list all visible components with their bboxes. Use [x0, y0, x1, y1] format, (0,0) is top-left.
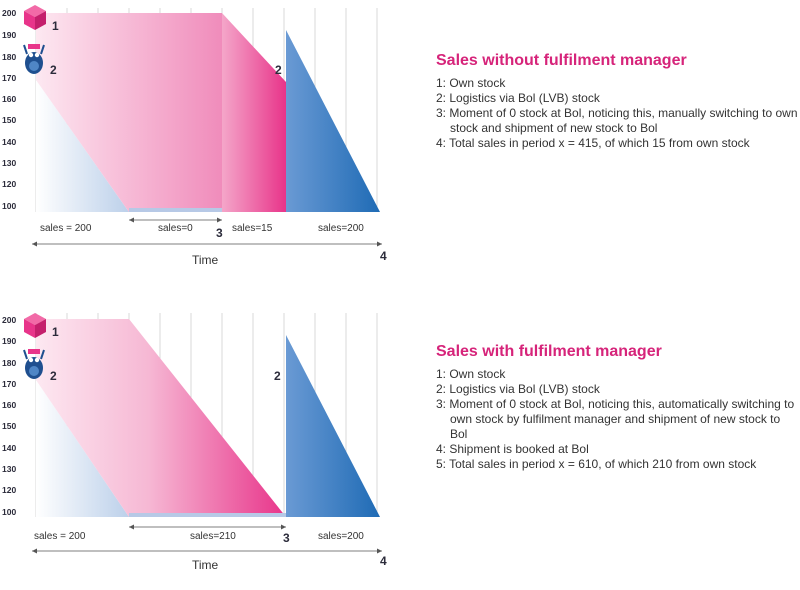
y-tick: 130: [2, 464, 16, 474]
blue-mascot-icon: [23, 44, 45, 74]
legend-item: 3: Moment of 0 stock at Bol, noticing th…: [436, 106, 798, 135]
arrow-head: [377, 241, 382, 247]
sales-label: sales=0: [158, 223, 193, 234]
sales-label: sales=210: [190, 531, 236, 542]
legend-list: 1: Own stock 2: Logistics via Bol (LVB) …: [436, 367, 800, 472]
y-axis-ticks: 200 190 180 170 160 150 140 130 120 100: [2, 315, 16, 517]
zero-lvb-strip: [129, 513, 286, 517]
y-tick: 170: [2, 379, 16, 389]
y-tick: 160: [2, 400, 16, 410]
y-tick: 140: [2, 443, 16, 453]
arrow-head: [281, 524, 286, 530]
time-label: Time: [192, 253, 219, 267]
legend-item: 1: Own stock: [436, 76, 506, 90]
marker-zero-stock: 3: [216, 226, 223, 240]
marker-shipment: 4: [380, 554, 387, 568]
marker-own-stock: 1: [52, 325, 59, 339]
y-tick: 140: [2, 137, 16, 147]
sales-label: sales = 200: [40, 223, 92, 234]
sales-label: sales = 200: [34, 531, 86, 542]
own-stock-area: [36, 319, 286, 517]
marker-lvb-stock: 2: [50, 369, 57, 383]
y-tick: 190: [2, 30, 16, 40]
y-tick: 100: [2, 201, 16, 211]
panel-with-fulfilment: 200 190 180 170 160 150 140 130 120 100: [0, 305, 800, 590]
legend-item: 5: Total sales in period x = 610, of whi…: [436, 457, 757, 471]
y-tick: 200: [2, 315, 16, 325]
y-axis-ticks: 200 190 180 170 160 150 140 130 120 100: [2, 8, 16, 211]
stock-diagram-2: 200 190 180 170 160 150 140 130 120 100: [2, 313, 387, 571]
legend-title: Sales without fulfilment manager: [436, 52, 687, 69]
legend-item: 3: Moment of 0 stock at Bol, noticing th…: [436, 397, 795, 441]
marker-total: 4: [380, 249, 387, 263]
y-tick: 130: [2, 158, 16, 168]
y-tick: 190: [2, 336, 16, 346]
marker-lvb-stock: 2: [50, 63, 57, 77]
arrow-head: [32, 548, 37, 554]
sales-label: sales=15: [232, 223, 273, 234]
y-tick: 150: [2, 421, 16, 431]
legend-list: 1: Own stock 2: Logistics via Bol (LVB) …: [436, 76, 800, 151]
marker-lvb-restock: 2: [274, 369, 281, 383]
pink-cube-icon: [24, 5, 46, 30]
legend-item: 4: Total sales in period x = 415, of whi…: [436, 136, 750, 150]
y-tick: 200: [2, 8, 16, 18]
marker-lvb-restock: 2: [275, 63, 282, 77]
legend-with-fulfilment: Sales with fulfilment manager 1: Own sto…: [436, 343, 800, 472]
time-label: Time: [192, 558, 219, 571]
y-tick: 160: [2, 94, 16, 104]
own-stock-area: [36, 13, 222, 212]
marker-own-stock: 1: [52, 19, 59, 33]
y-tick: 180: [2, 358, 16, 368]
legend-item: 2: Logistics via Bol (LVB) stock: [436, 382, 600, 396]
panel-without-fulfilment: 200 190 180 170 160 150 140 130 120 100: [0, 0, 800, 285]
y-tick: 120: [2, 179, 16, 189]
zero-lvb-strip: [129, 208, 222, 212]
y-tick: 100: [2, 507, 16, 517]
stock-diagram-1: 200 190 180 170 160 150 140 130 120 100: [2, 5, 387, 267]
blue-mascot-icon: [23, 349, 45, 379]
pink-cube-icon: [24, 313, 46, 338]
arrow-head: [217, 217, 222, 223]
y-tick: 170: [2, 73, 16, 83]
legend-title: Sales with fulfilment manager: [436, 343, 662, 360]
new-lvb-stock-area: [286, 335, 380, 517]
legend-item: 2: Logistics via Bol (LVB) stock: [436, 91, 600, 105]
legend-item: 1: Own stock: [436, 367, 506, 381]
arrow-head: [129, 524, 134, 530]
y-tick: 120: [2, 485, 16, 495]
arrow-head: [32, 241, 37, 247]
y-tick: 180: [2, 52, 16, 62]
own-stock-sales-area: [222, 13, 286, 212]
legend-item: 4: Shipment is booked at Bol: [436, 442, 589, 456]
y-tick: 150: [2, 115, 16, 125]
legend-without-fulfilment: Sales without fulfilment manager 1: Own …: [436, 52, 800, 151]
sales-label: sales=200: [318, 223, 364, 234]
arrow-head: [377, 548, 382, 554]
sales-label: sales=200: [318, 531, 364, 542]
new-lvb-stock-area: [286, 30, 380, 212]
marker-zero-stock: 3: [283, 531, 290, 545]
arrow-head: [129, 217, 134, 223]
